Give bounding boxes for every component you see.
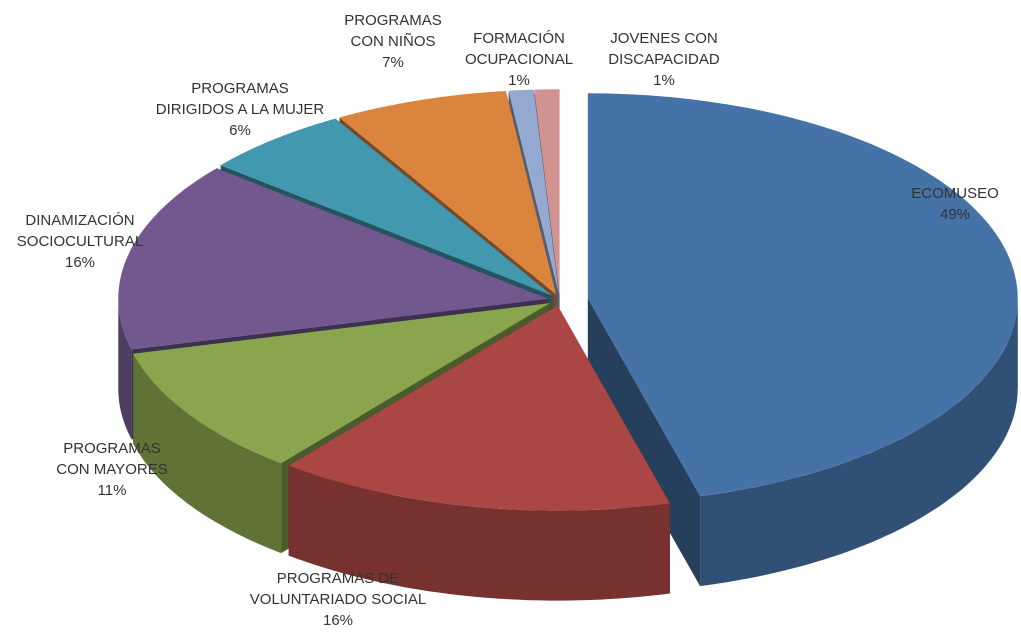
slice-top	[288, 305, 670, 511]
category-label: FORMACIÓN OCUPACIONAL	[464, 30, 574, 68]
slice-label: FORMACIÓN OCUPACIONAL 1%	[465, 28, 573, 91]
category-label: PROGRAMAS DE VOLUNTARIADO SOCIAL	[249, 570, 427, 608]
value-label: 16%	[322, 612, 354, 629]
slice-label: ECOMUSEO 49%	[911, 183, 999, 225]
slice-label: PROGRAMAS DE VOLUNTARIADO SOCIAL 16%	[250, 568, 426, 631]
value-label: 1%	[508, 72, 530, 89]
category-label: PROGRAMAS CON MAYORES	[56, 440, 168, 478]
category-label: JOVENES CON DISCAPACIDAD	[608, 30, 720, 68]
slice-top	[508, 89, 559, 295]
slice-wall	[700, 298, 1018, 587]
slice-wall	[133, 353, 282, 554]
slice-top	[133, 303, 550, 464]
slice-label: PROGRAMAS CON NIÑOS 7%	[344, 10, 442, 73]
slice	[288, 305, 670, 601]
value-label: 11%	[97, 482, 127, 499]
slice-top	[220, 118, 553, 296]
slice-wall	[288, 465, 670, 601]
value-label: 49%	[939, 206, 971, 223]
value-label: 16%	[64, 254, 96, 271]
category-label: PROGRAMAS CON NIÑOS	[344, 12, 442, 50]
slice-label: JOVENES CON DISCAPACIDAD 1%	[608, 28, 719, 91]
slice-top	[587, 93, 1018, 497]
slice-side	[587, 298, 701, 587]
slice-label: PROGRAMAS CON MAYORES 11%	[56, 438, 167, 501]
slice-top	[118, 168, 549, 350]
value-label: 6%	[229, 122, 251, 139]
slice-label: PROGRAMAS DIRIGIDOS A LA MUJER 6%	[156, 78, 324, 141]
slice-top	[534, 89, 560, 295]
slice-wall	[118, 298, 132, 440]
slice-label: DINAMIZACIÓN SOCIOCULTURAL 16%	[17, 210, 143, 273]
slice	[587, 93, 1018, 587]
category-label: DINAMIZACIÓN SOCIOCULTURAL	[16, 212, 144, 250]
category-label: ECOMUSEO	[911, 185, 999, 202]
value-label: 7%	[382, 54, 404, 71]
value-label: 1%	[653, 72, 675, 89]
category-label: PROGRAMAS DIRIGIDOS A LA MUJER	[155, 80, 325, 118]
slice-top	[339, 91, 557, 295]
